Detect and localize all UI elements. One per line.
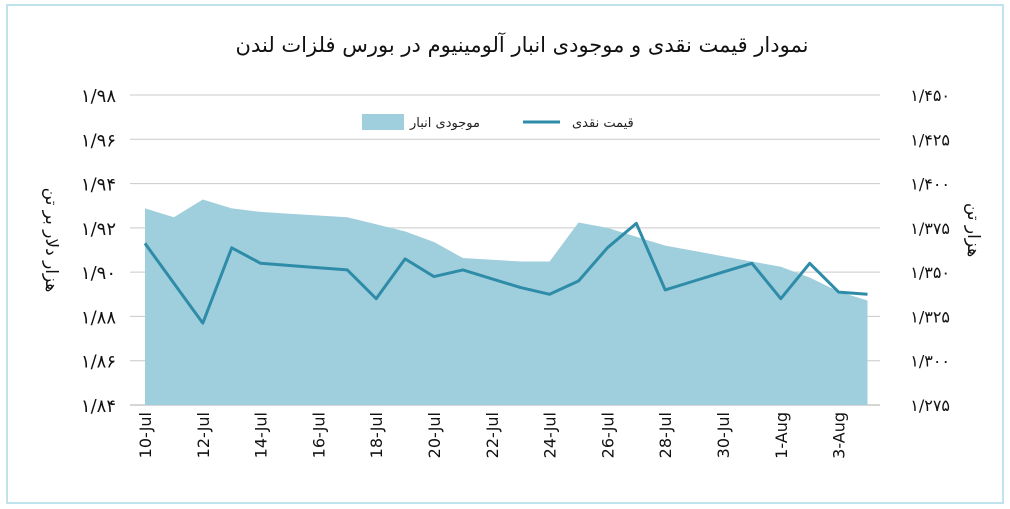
- x-axis-ticks: 10-Jul 12-Jul 14-Jul 16-Jul 18-Jul 20-Jul 22-J…: [136, 412, 849, 459]
- left-tick-label: ۱/۹۸: [81, 86, 116, 107]
- y-left-axis-label: هزار دلار بر تن: [41, 188, 61, 293]
- right-tick-label: ۱/۴۵۰: [910, 86, 950, 105]
- price-line: [143, 221, 868, 325]
- inventory-area: [145, 199, 868, 405]
- left-tick-label: ۱/۸۴: [81, 396, 116, 417]
- left-tick-label: ۱/۸۶: [81, 352, 116, 373]
- left-axis-ticks: ۱/۹۸ ۱/۹۶ ۱/۹۴ ۱/۹۲ ۱/۹۰ ۱/۸۸ ۱/۸۶ ۱/۸۴: [81, 86, 116, 417]
- x-tick-label: 14-Jul: [252, 412, 271, 458]
- x-tick-label: 3-Aug: [830, 412, 849, 459]
- chart-title: نمودار قیمت نقدی و موجودی انبار آلومینیو…: [236, 32, 809, 57]
- right-tick-label: ۱/۳۵۰: [910, 263, 950, 282]
- legend-label-price: قیمت نقدی: [572, 116, 634, 131]
- inventory-area-layer: [145, 199, 868, 405]
- x-tick-label: 1-Aug: [772, 412, 791, 459]
- legend-swatch-inventory: [362, 114, 404, 130]
- x-tick-label: 12-Jul: [194, 412, 213, 458]
- right-tick-label: ۱/۳۲۵: [910, 307, 950, 326]
- left-tick-label: ۱/۹۲: [81, 219, 116, 240]
- right-axis-ticks: ۱/۴۵۰ ۱/۴۲۵ ۱/۴۰۰ ۱/۳۷۵ ۱/۳۵۰ ۱/۳۲۵ ۱/۳۰۰ ۱/۲۷۵: [910, 86, 950, 415]
- x-tick-label: 26-Jul: [598, 412, 617, 458]
- price-line-layer: [143, 221, 868, 325]
- x-tick-label: 18-Jul: [367, 412, 386, 458]
- right-tick-label: ۱/۲۷۵: [910, 396, 950, 415]
- chart-frame: [6, 4, 1004, 504]
- x-tick-label: 20-Jul: [425, 412, 444, 458]
- x-tick-label: 28-Jul: [656, 412, 675, 458]
- left-tick-label: ۱/۹۰: [81, 263, 116, 284]
- x-tick-label: 16-Jul: [309, 412, 328, 458]
- legend: موجودی انبار قیمت نقدی: [362, 114, 634, 131]
- right-tick-label: ۱/۳۰۰: [910, 352, 950, 371]
- right-tick-label: ۱/۳۷۵: [910, 219, 950, 238]
- x-tick-label: 22-Jul: [483, 412, 502, 458]
- left-tick-label: ۱/۸۸: [81, 307, 116, 328]
- right-tick-label: ۱/۴۲۵: [910, 130, 950, 149]
- legend-label-inventory: موجودی انبار: [409, 116, 480, 131]
- left-tick-label: ۱/۹۴: [81, 175, 116, 196]
- y-right-axis-label: هزار تن: [963, 203, 983, 257]
- x-tick-label: 24-Jul: [541, 412, 560, 458]
- left-tick-label: ۱/۹۶: [81, 130, 116, 151]
- x-tick-label: 30-Jul: [714, 412, 733, 458]
- right-tick-label: ۱/۴۰۰: [910, 175, 950, 194]
- x-tick-label: 10-Jul: [136, 412, 155, 458]
